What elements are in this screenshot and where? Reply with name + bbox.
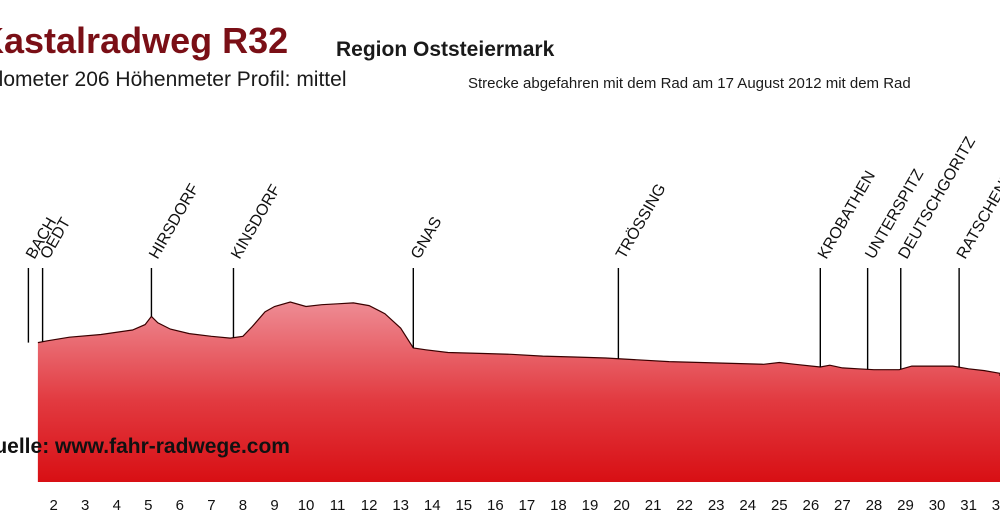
x-tick-label: 14 [424, 497, 441, 514]
x-tick-label: 21 [645, 497, 662, 514]
x-tick-label: 23 [708, 497, 725, 514]
x-tick-label: 19 [582, 497, 599, 514]
x-tick-label: 12 [361, 497, 378, 514]
source-label: Quelle: www.fahr-radwege.com [0, 435, 290, 458]
elevation-line [37, 301, 1000, 376]
x-tick-label: 27 [834, 497, 851, 514]
x-tick-label: 32 [992, 497, 1000, 514]
place-label: KINSDORF [228, 182, 284, 262]
x-tick-label: 11 [330, 497, 346, 514]
x-tick-label: 25 [771, 497, 788, 514]
x-tick-label: 6 [176, 497, 184, 514]
x-tick-label: 5 [144, 497, 152, 514]
x-tick-label: 30 [929, 497, 946, 514]
chart-title: Kastalradweg R32 [0, 20, 289, 61]
x-tick-label: 9 [270, 497, 278, 514]
route-stats: Kilometer 206 Höhenmeter Profil: mittel [0, 68, 347, 91]
x-tick-label: 8 [239, 497, 247, 514]
elevation-area [37, 302, 1000, 482]
x-tick-label: 29 [897, 497, 914, 514]
x-tick-label: 4 [113, 497, 121, 514]
x-tick-label: 10 [298, 497, 315, 514]
x-tick-label: 18 [550, 497, 567, 514]
x-tick-label: 13 [392, 497, 409, 514]
x-tick-label: 16 [487, 497, 504, 514]
place-label: TRÖSSING [612, 181, 669, 262]
place-label: GNAS [408, 214, 445, 262]
ride-note: Strecke abgefahren mit dem Rad am 17 Aug… [468, 75, 911, 92]
x-tick-label: 24 [739, 497, 756, 514]
x-tick-label: 20 [613, 497, 630, 514]
x-tick-label: 15 [455, 497, 472, 514]
x-tick-label: 7 [207, 497, 215, 514]
x-tick-label: 31 [960, 497, 977, 514]
x-tick-label: 17 [519, 497, 536, 514]
x-tick-label: 3 [81, 497, 89, 514]
region-label: Region Oststeiermark [336, 38, 555, 61]
x-tick-label: 26 [802, 497, 819, 514]
x-tick-label: 28 [866, 497, 883, 514]
x-tick-label: 2 [49, 497, 57, 514]
x-tick-label: 22 [676, 497, 693, 514]
place-label: HIRSDORF [146, 181, 203, 262]
